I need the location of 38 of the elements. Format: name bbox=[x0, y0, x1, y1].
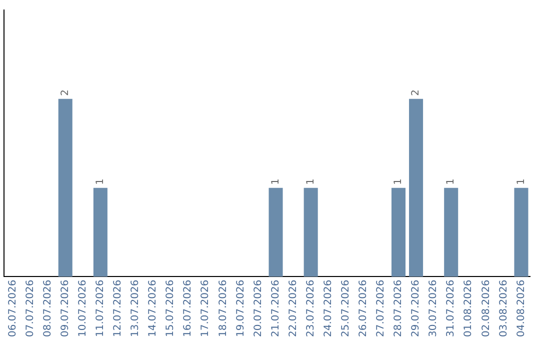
x-tick-label: 25.07.2026 bbox=[340, 280, 352, 338]
x-tick-label: 18.07.2026 bbox=[218, 280, 229, 338]
x-tick-label: 01.08.2026 bbox=[463, 280, 474, 338]
x-tick-label: 12.07.2026 bbox=[112, 280, 124, 338]
x-tick-label: 20.07.2026 bbox=[252, 280, 264, 338]
x-tick-label: 15.07.2026 bbox=[165, 280, 176, 338]
x-tick-label: 07.07.2026 bbox=[24, 280, 36, 338]
x-tick-label: 27.07.2026 bbox=[376, 280, 387, 338]
data-label: 1 bbox=[95, 178, 106, 185]
data-label: 1 bbox=[270, 178, 282, 185]
x-tick-label: 29.07.2026 bbox=[410, 280, 422, 338]
x-tick-label: 21.07.2026 bbox=[270, 280, 282, 338]
x-tick-label: 11.07.2026 bbox=[95, 280, 106, 338]
data-label: 2 bbox=[410, 90, 422, 96]
x-tick-label: 19.07.2026 bbox=[235, 280, 246, 338]
x-tick-label: 17.07.2026 bbox=[200, 280, 212, 338]
data-label: 2 bbox=[60, 90, 71, 96]
x-tick-label: 03.08.2026 bbox=[498, 280, 510, 338]
x-tick-label: 02.08.2026 bbox=[480, 280, 492, 338]
x-tick-label: 14.07.2026 bbox=[148, 280, 159, 338]
x-tick-label: 16.07.2026 bbox=[182, 280, 194, 338]
x-tick-label: 10.07.2026 bbox=[77, 280, 88, 338]
x-tick-label: 22.07.2026 bbox=[288, 280, 299, 338]
data-label: 1 bbox=[516, 178, 527, 185]
x-tick-label: 30.07.2026 bbox=[428, 280, 440, 338]
x-tick-label: 24.07.2026 bbox=[322, 280, 334, 338]
data-label: 1 bbox=[446, 178, 457, 185]
x-tick-label: 04.08.2026 bbox=[516, 280, 527, 338]
x-tick-label: 09.07.2026 bbox=[60, 280, 71, 338]
x-tick-label: 26.07.2026 bbox=[358, 280, 370, 338]
x-tick-label: 31.07.2026 bbox=[446, 280, 457, 338]
x-tick-label: 06.07.2026 bbox=[7, 280, 18, 338]
data-label: 1 bbox=[393, 178, 404, 185]
data-label: 1 bbox=[305, 178, 316, 185]
x-tick-label: 23.07.2026 bbox=[305, 280, 316, 338]
x-tick-label: 13.07.2026 bbox=[130, 280, 142, 338]
x-tick-label: 28.07.2026 bbox=[393, 280, 404, 338]
x-tick-label: 08.07.2026 bbox=[42, 280, 54, 338]
